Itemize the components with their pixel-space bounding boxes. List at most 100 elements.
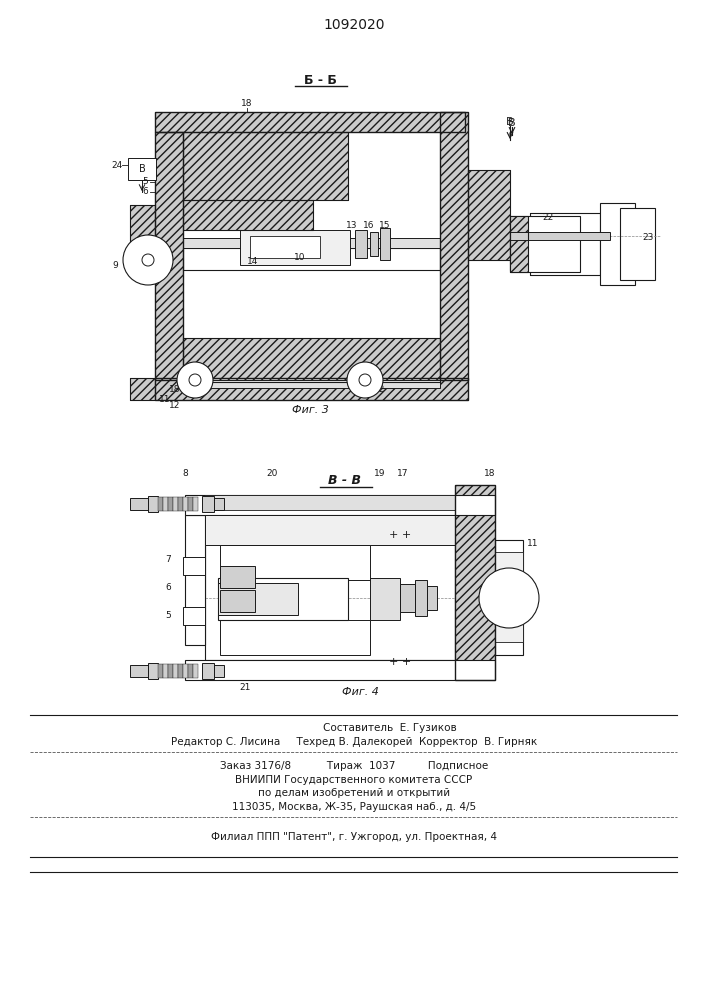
Bar xyxy=(128,158,156,180)
Bar xyxy=(510,216,528,272)
Bar xyxy=(188,497,193,511)
Bar xyxy=(205,495,455,510)
Bar xyxy=(183,238,440,248)
Bar xyxy=(218,583,298,615)
Bar xyxy=(620,208,655,280)
Bar xyxy=(495,552,523,642)
Bar xyxy=(168,664,173,678)
Bar xyxy=(158,497,163,511)
Text: 21: 21 xyxy=(239,682,251,692)
Text: В - В: В - В xyxy=(329,474,361,487)
Bar xyxy=(220,620,370,655)
Bar xyxy=(130,205,155,250)
Text: + +: + + xyxy=(389,657,411,667)
Bar xyxy=(380,228,390,260)
Bar xyxy=(214,665,224,677)
Bar xyxy=(148,496,158,512)
Text: В: В xyxy=(508,118,516,128)
Bar xyxy=(427,586,437,610)
Text: Филиал ППП "Патент", г. Ужгород, ул. Проектная, 4: Филиал ППП "Патент", г. Ужгород, ул. Про… xyxy=(211,832,497,842)
Circle shape xyxy=(142,254,154,266)
Text: Составитель  Е. Гузиков: Составитель Е. Гузиков xyxy=(323,723,457,733)
Bar xyxy=(130,665,148,677)
Text: ВНИИПИ Государственного комитета СССР: ВНИИПИ Государственного комитета СССР xyxy=(235,775,472,785)
Bar xyxy=(183,248,440,270)
Bar xyxy=(130,205,155,250)
Text: 16: 16 xyxy=(363,221,375,230)
Bar xyxy=(155,378,468,400)
Bar xyxy=(205,515,455,545)
Bar xyxy=(173,664,178,678)
Text: 18: 18 xyxy=(484,468,496,478)
Text: Редактор С. Лисина     Техред В. Далекорей  Корректор  В. Гирняк: Редактор С. Лисина Техред В. Далекорей К… xyxy=(171,737,537,747)
Bar xyxy=(202,663,214,679)
Circle shape xyxy=(189,374,201,386)
Text: 5: 5 xyxy=(142,178,148,186)
Text: 12: 12 xyxy=(169,401,181,410)
Text: 10: 10 xyxy=(294,253,305,262)
Bar xyxy=(185,495,495,515)
Bar xyxy=(202,496,214,512)
Bar xyxy=(130,378,155,400)
Text: 1092020: 1092020 xyxy=(323,18,385,32)
Text: 20: 20 xyxy=(267,468,278,478)
Bar xyxy=(468,170,510,260)
Text: 9: 9 xyxy=(112,260,118,269)
Bar xyxy=(530,213,600,275)
Bar xyxy=(240,230,350,265)
Text: В: В xyxy=(139,164,146,174)
Circle shape xyxy=(347,362,383,398)
Bar xyxy=(183,380,440,388)
Text: Б - Б: Б - Б xyxy=(303,74,337,87)
Text: 17: 17 xyxy=(397,468,409,478)
Circle shape xyxy=(359,374,371,386)
Bar xyxy=(178,664,183,678)
Text: Фиг. 4: Фиг. 4 xyxy=(341,687,378,697)
Text: 18: 18 xyxy=(169,385,181,394)
Bar xyxy=(455,485,495,680)
Bar xyxy=(510,216,580,272)
Bar xyxy=(188,664,193,678)
Bar xyxy=(370,232,378,256)
Bar xyxy=(163,497,168,511)
Bar xyxy=(155,132,183,380)
Bar xyxy=(510,216,528,272)
Text: 12: 12 xyxy=(374,385,386,394)
Text: + +: + + xyxy=(389,530,411,540)
Bar xyxy=(155,378,468,400)
Text: 113035, Москва, Ж-35, Раушская наб., д. 4/5: 113035, Москва, Ж-35, Раушская наб., д. … xyxy=(232,802,476,812)
Bar xyxy=(148,663,158,679)
Bar xyxy=(510,232,610,240)
Bar xyxy=(173,497,178,511)
Text: 11: 11 xyxy=(159,395,171,404)
Text: 18: 18 xyxy=(241,99,252,107)
Bar xyxy=(455,485,495,680)
Text: 22: 22 xyxy=(542,214,554,223)
Bar xyxy=(183,132,348,200)
Bar xyxy=(183,338,440,382)
Bar xyxy=(250,236,320,258)
Bar xyxy=(355,230,367,258)
Bar xyxy=(130,498,148,510)
Text: 11: 11 xyxy=(527,538,539,548)
Text: Заказ 3176/8           Тираж  1037          Подписное: Заказ 3176/8 Тираж 1037 Подписное xyxy=(220,761,488,771)
Bar xyxy=(183,200,313,230)
Text: 6: 6 xyxy=(165,584,171,592)
Text: 23: 23 xyxy=(643,233,654,242)
Bar xyxy=(183,497,188,511)
Bar xyxy=(415,580,427,616)
Bar xyxy=(155,112,465,132)
Text: 7: 7 xyxy=(165,556,171,564)
Bar xyxy=(193,497,198,511)
Text: по делам изобретений и открытий: по делам изобретений и открытий xyxy=(258,788,450,798)
Bar xyxy=(600,203,635,285)
Bar xyxy=(185,515,205,645)
Bar xyxy=(178,497,183,511)
Bar xyxy=(400,584,415,612)
Text: 5: 5 xyxy=(165,610,171,619)
Text: 19: 19 xyxy=(374,468,386,478)
Bar xyxy=(183,132,348,200)
Circle shape xyxy=(177,362,213,398)
Circle shape xyxy=(123,235,173,285)
Bar xyxy=(155,132,183,380)
